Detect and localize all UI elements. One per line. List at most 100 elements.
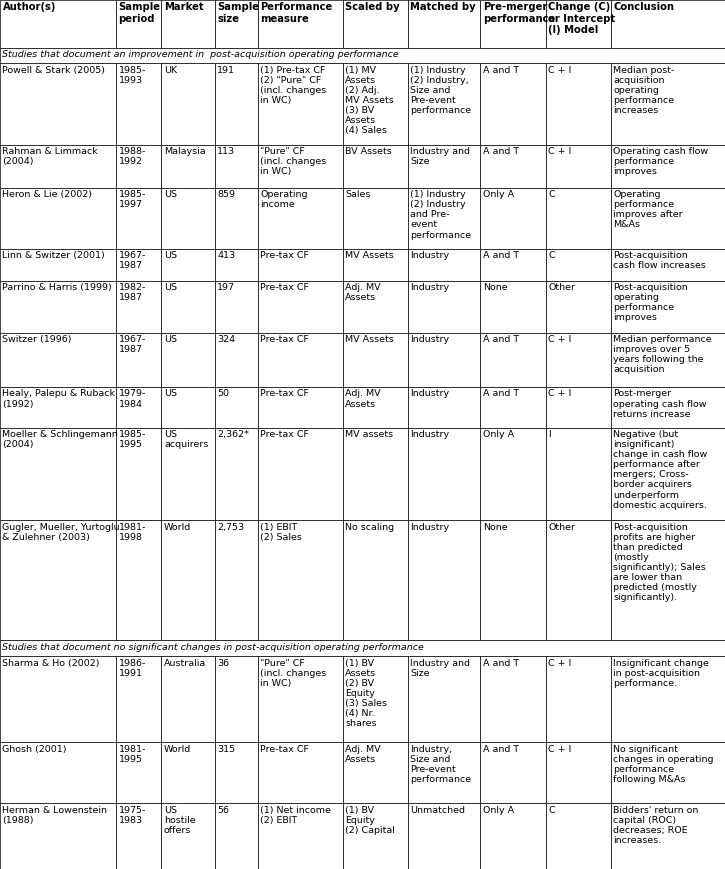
Text: C + I: C + I — [548, 659, 571, 667]
Text: Rahman & Limmack
(2004): Rahman & Limmack (2004) — [2, 148, 99, 166]
Bar — [545, 188, 610, 249]
Bar — [258, 63, 342, 145]
Text: Malaysia: Malaysia — [164, 148, 206, 156]
Bar — [610, 249, 725, 281]
Bar — [481, 803, 545, 869]
Text: Only A: Only A — [483, 190, 514, 199]
Text: Operating
income: Operating income — [260, 190, 308, 209]
Bar — [0, 428, 116, 521]
Text: Sample
size: Sample size — [218, 3, 260, 23]
Bar — [0, 0, 116, 48]
Bar — [610, 387, 725, 428]
Text: Post-acquisition
profits are higher
than predicted
(mostly
significantly); Sales: Post-acquisition profits are higher than… — [613, 523, 706, 602]
Bar — [215, 188, 258, 249]
Bar — [610, 188, 725, 249]
Text: A and T: A and T — [483, 335, 519, 344]
Text: Industry: Industry — [410, 389, 450, 399]
Bar — [545, 0, 610, 48]
Text: US: US — [164, 335, 177, 344]
Bar — [610, 428, 725, 521]
Text: Median performance
improves over 5
years following the
acquisition: Median performance improves over 5 years… — [613, 335, 712, 375]
Text: 1975-
1983: 1975- 1983 — [118, 806, 146, 825]
Bar — [215, 803, 258, 869]
Text: Industry,
Size and
Pre-event
performance: Industry, Size and Pre-event performance — [410, 745, 471, 784]
Text: A and T: A and T — [483, 66, 519, 75]
Text: MV Assets: MV Assets — [345, 335, 394, 344]
Text: Adj. MV
Assets: Adj. MV Assets — [345, 389, 381, 408]
Text: Change (C)
or Intercept
(I) Model: Change (C) or Intercept (I) Model — [548, 3, 615, 35]
Text: Operating cash flow
performance
improves: Operating cash flow performance improves — [613, 148, 708, 176]
Bar — [342, 656, 407, 742]
Bar — [342, 387, 407, 428]
Text: 1985-
1995: 1985- 1995 — [118, 430, 146, 449]
Text: MV Assets: MV Assets — [345, 251, 394, 261]
Bar — [481, 63, 545, 145]
Bar — [481, 145, 545, 188]
Text: World: World — [164, 745, 191, 753]
Bar — [610, 742, 725, 803]
Text: Studies that document no significant changes in post-acquisition operating perfo: Studies that document no significant cha… — [2, 643, 424, 652]
Bar — [407, 803, 481, 869]
Bar — [162, 521, 215, 640]
Text: 1986-
1991: 1986- 1991 — [118, 659, 146, 678]
Text: Adj. MV
Assets: Adj. MV Assets — [345, 745, 381, 764]
Text: Moeller & Schlingemann
(2004): Moeller & Schlingemann (2004) — [2, 430, 118, 449]
Bar — [116, 742, 162, 803]
Text: Post-acquisition
operating
performance
improves: Post-acquisition operating performance i… — [613, 283, 688, 322]
Bar — [215, 656, 258, 742]
Text: 1979-
1984: 1979- 1984 — [118, 389, 146, 408]
Text: Ghosh (2001): Ghosh (2001) — [2, 745, 67, 753]
Text: Switzer (1996): Switzer (1996) — [2, 335, 72, 344]
Text: No significant
changes in operating
performance
following M&As: No significant changes in operating perf… — [613, 745, 713, 784]
Text: None: None — [483, 523, 507, 532]
Bar — [215, 145, 258, 188]
Text: Australia: Australia — [164, 659, 206, 667]
Bar — [481, 656, 545, 742]
Bar — [481, 281, 545, 333]
Text: Scaled by: Scaled by — [345, 3, 399, 12]
Bar — [116, 803, 162, 869]
Bar — [162, 0, 215, 48]
Text: A and T: A and T — [483, 745, 519, 753]
Bar — [162, 63, 215, 145]
Bar — [0, 188, 116, 249]
Bar — [610, 0, 725, 48]
Text: Herman & Lowenstein
(1988): Herman & Lowenstein (1988) — [2, 806, 107, 825]
Text: Pre-tax CF: Pre-tax CF — [260, 335, 310, 344]
Text: No scaling: No scaling — [345, 523, 394, 532]
Text: 1985-
1993: 1985- 1993 — [118, 66, 146, 85]
Text: "Pure" CF
(incl. changes
in WC): "Pure" CF (incl. changes in WC) — [260, 659, 327, 688]
Bar — [610, 63, 725, 145]
Text: 2,753: 2,753 — [218, 523, 244, 532]
Text: Sample
period: Sample period — [118, 3, 160, 23]
Bar — [407, 63, 481, 145]
Bar — [116, 428, 162, 521]
Text: C + I: C + I — [548, 66, 571, 75]
Bar — [0, 48, 725, 63]
Text: Heron & Lie (2002): Heron & Lie (2002) — [2, 190, 93, 199]
Bar — [342, 333, 407, 387]
Text: Author(s): Author(s) — [2, 3, 56, 12]
Bar — [0, 742, 116, 803]
Bar — [162, 188, 215, 249]
Bar — [481, 428, 545, 521]
Bar — [0, 521, 116, 640]
Bar — [407, 428, 481, 521]
Bar — [407, 0, 481, 48]
Text: Adj. MV
Assets: Adj. MV Assets — [345, 283, 381, 302]
Bar — [407, 521, 481, 640]
Text: (1) BV
Assets
(2) BV
Equity
(3) Sales
(4) Nr.
shares: (1) BV Assets (2) BV Equity (3) Sales (4… — [345, 659, 387, 728]
Bar — [215, 0, 258, 48]
Bar — [116, 249, 162, 281]
Text: A and T: A and T — [483, 659, 519, 667]
Text: 1981-
1998: 1981- 1998 — [118, 523, 146, 542]
Bar — [342, 742, 407, 803]
Bar — [610, 333, 725, 387]
Text: 197: 197 — [218, 283, 235, 292]
Text: Studies that document an improvement in  post-acquisition operating performance: Studies that document an improvement in … — [2, 50, 399, 59]
Bar — [407, 281, 481, 333]
Text: Powell & Stark (2005): Powell & Stark (2005) — [2, 66, 106, 75]
Bar — [116, 145, 162, 188]
Bar — [545, 803, 610, 869]
Bar — [162, 333, 215, 387]
